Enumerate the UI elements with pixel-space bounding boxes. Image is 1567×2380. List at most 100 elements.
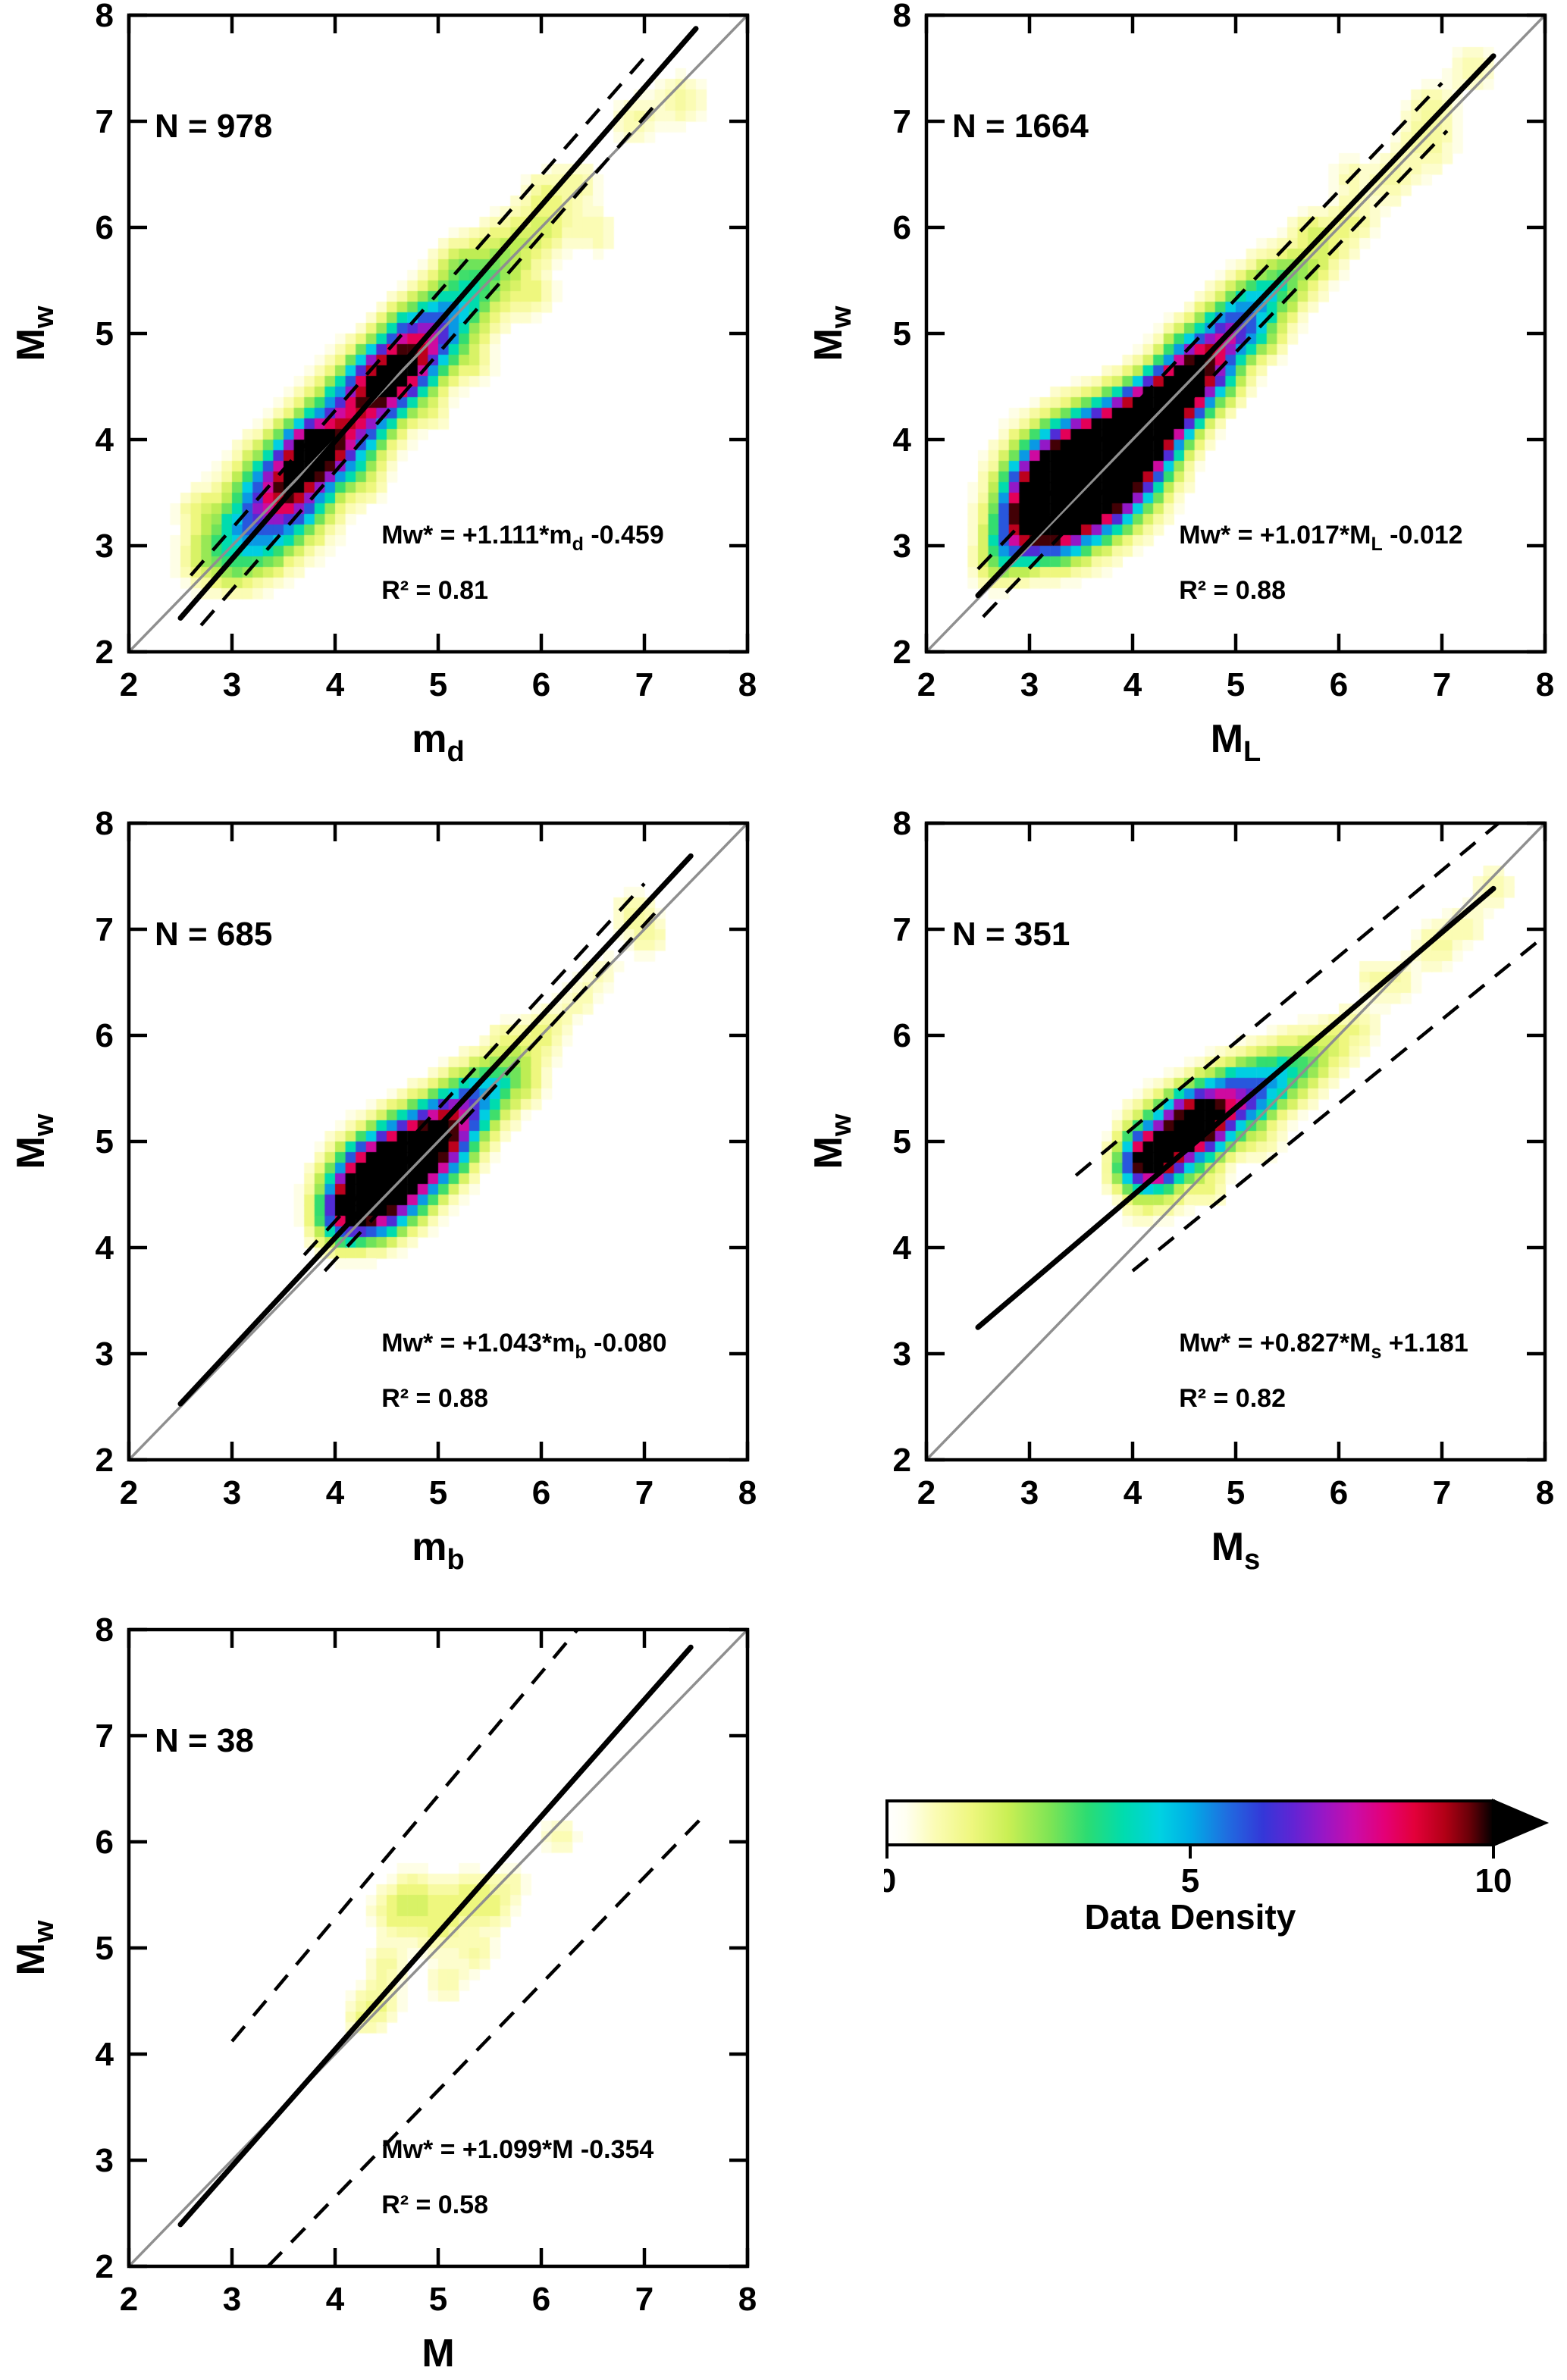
x-tick-label: 2 (917, 666, 935, 703)
y-tick-label: 5 (96, 1123, 114, 1160)
x-tick-label: 5 (429, 2281, 447, 2318)
y-axis-label: Mw (807, 305, 857, 361)
regression-line (177, 26, 699, 621)
y-tick-label: 3 (96, 2142, 114, 2179)
y-tick-label: 8 (893, 0, 911, 34)
y-tick-label: 2 (893, 1442, 911, 1479)
x-tick-label: 7 (1433, 1474, 1451, 1511)
y-tick-label: 5 (893, 1123, 911, 1160)
y-tick-label: 6 (96, 209, 114, 246)
regression-line (177, 853, 694, 1407)
colorbar-tick-label: 0 (884, 1862, 896, 1899)
colorbar-gradient-bar (885, 1799, 1495, 1846)
y-tick-label: 7 (96, 911, 114, 948)
confidence-dashed-line-lower (982, 130, 1449, 618)
x-tick-label: 4 (326, 1474, 345, 1511)
x-tick-label: 5 (429, 1474, 447, 1511)
scatter-panel-ML: 2 3 4 5 6 7 8 2 3 4 5 6 7 8 ML Mw N = 1664 Mw* = +1.017*M… (798, 0, 1565, 766)
regression-line (975, 885, 1496, 1330)
y-tick-label: 7 (893, 911, 911, 948)
x-tick-label: 6 (1330, 666, 1348, 703)
confidence-dashed-line-lower (323, 912, 657, 1273)
plot-lines-group (129, 15, 747, 652)
regression-equation-label: Mw* = +0.827*Ms +1.181 (1179, 1329, 1468, 1363)
y-tick-label: 8 (96, 1614, 114, 1649)
y-tick-label: 8 (96, 808, 114, 842)
colorbar-arrow (1492, 1798, 1550, 1848)
confidence-dashed-line-upper (230, 1630, 579, 2043)
regression-equation-label: Mw* = +1.111*md -0.459 (381, 521, 664, 555)
y-tick-label: 6 (893, 209, 911, 246)
x-tick-label: 5 (429, 666, 447, 703)
y-axis-label: Mw (807, 1113, 857, 1169)
colorbar-svg: 0 5 10 (884, 1798, 1550, 1899)
x-tick-label: 2 (120, 1474, 138, 1511)
r-squared-label: R² = 0.81 (381, 576, 488, 605)
y-tick-label: 4 (96, 2036, 114, 2073)
sample-count-label: N = 978 (155, 108, 272, 145)
sample-count-label: N = 38 (155, 1722, 254, 1759)
sample-count-label: N = 685 (155, 916, 272, 953)
y-tick-label: 3 (893, 528, 911, 565)
plot-lines-group (926, 823, 1545, 1460)
y-tick-label: 3 (893, 1336, 911, 1373)
colorbar: 0 5 10 Data Density (884, 1781, 1567, 1986)
confidence-dashed-line-upper (302, 882, 646, 1257)
colorbar-tick-label: 5 (1181, 1862, 1199, 1899)
y-axis-label: Mw (9, 1920, 60, 1975)
x-tick-label: 5 (1227, 1474, 1245, 1511)
panel-overlay: 2 3 4 5 6 7 8 2 3 4 5 6 7 8 M Mw N = 38 Mw* = +1.099*M -0… (9, 1614, 757, 2375)
y-tick-label: 3 (96, 1336, 114, 1373)
x-tick-label: 8 (738, 666, 757, 703)
x-tick-label: 3 (1020, 666, 1039, 703)
y-tick-label: 8 (893, 808, 911, 842)
x-axis-label: mb (412, 1525, 464, 1574)
y-tick-label: 7 (893, 103, 911, 140)
y-tick-label: 2 (893, 634, 911, 671)
x-tick-label: 4 (1124, 666, 1142, 703)
regression-line (975, 53, 1496, 599)
confidence-dashed-line-lower (199, 104, 657, 627)
regression-equation-label: Mw* = +1.099*M -0.354 (381, 2135, 653, 2164)
x-tick-label: 2 (120, 2281, 138, 2318)
y-tick-label: 7 (96, 103, 114, 140)
y-tick-label: 6 (96, 1824, 114, 1861)
r-squared-label: R² = 0.88 (1179, 576, 1286, 605)
x-tick-label: 8 (1536, 666, 1554, 703)
panel-overlay: 2 3 4 5 6 7 8 2 3 4 5 6 7 8 mb Mw N = 685 Mw* = +1.043*mb… (9, 808, 757, 1574)
x-tick-label: 3 (1020, 1474, 1039, 1511)
y-tick-label: 4 (96, 421, 114, 459)
scatter-panel-mb: 2 3 4 5 6 7 8 2 3 4 5 6 7 8 mb Mw N = 685 Mw* = +1.043*mb… (0, 808, 768, 1574)
y-tick-label: 4 (96, 1229, 114, 1267)
y-tick-label: 4 (893, 1229, 912, 1267)
scatter-panel-Ms: 2 3 4 5 6 7 8 2 3 4 5 6 7 8 Ms Mw N = 351 Mw* = +0.827*Ms… (798, 808, 1565, 1574)
x-tick-label: 7 (635, 666, 653, 703)
sample-count-label: N = 351 (952, 916, 1070, 953)
regression-line (177, 1644, 694, 2228)
confidence-dashed-line-upper (189, 56, 646, 577)
y-tick-label: 5 (893, 315, 911, 352)
x-tick-label: 3 (223, 2281, 241, 2318)
x-tick-label: 6 (532, 2281, 550, 2318)
plot-lines-group (129, 823, 747, 1460)
regression-equation-label: Mw* = +1.017*ML -0.012 (1179, 521, 1462, 555)
sample-count-label: N = 1664 (952, 108, 1089, 145)
y-tick-label: 6 (893, 1017, 911, 1054)
r-squared-label: R² = 0.82 (1179, 1384, 1286, 1413)
x-tick-label: 7 (635, 2281, 653, 2318)
y-axis-label: Mw (9, 1113, 60, 1169)
x-tick-label: 5 (1227, 666, 1245, 703)
one-to-one-line (926, 15, 1545, 652)
one-to-one-line (129, 1630, 747, 2266)
x-tick-label: 8 (738, 2281, 757, 2318)
x-tick-label: 8 (1536, 1474, 1554, 1511)
y-tick-label: 2 (96, 1442, 114, 1479)
y-axis-label: Mw (9, 305, 60, 361)
x-tick-label: 4 (326, 2281, 345, 2318)
r-squared-label: R² = 0.58 (381, 2191, 488, 2219)
scatter-panel-md: 2 3 4 5 6 7 8 2 3 4 5 6 7 8 md Mw N = 978 Mw* = +1.111*md… (0, 0, 768, 766)
scatter-panel-M: 2 3 4 5 6 7 8 2 3 4 5 6 7 8 M Mw N = 38 Mw* = +1.099*M -0… (0, 1614, 768, 2380)
x-tick-label: 7 (1433, 666, 1451, 703)
one-to-one-line (129, 15, 747, 652)
